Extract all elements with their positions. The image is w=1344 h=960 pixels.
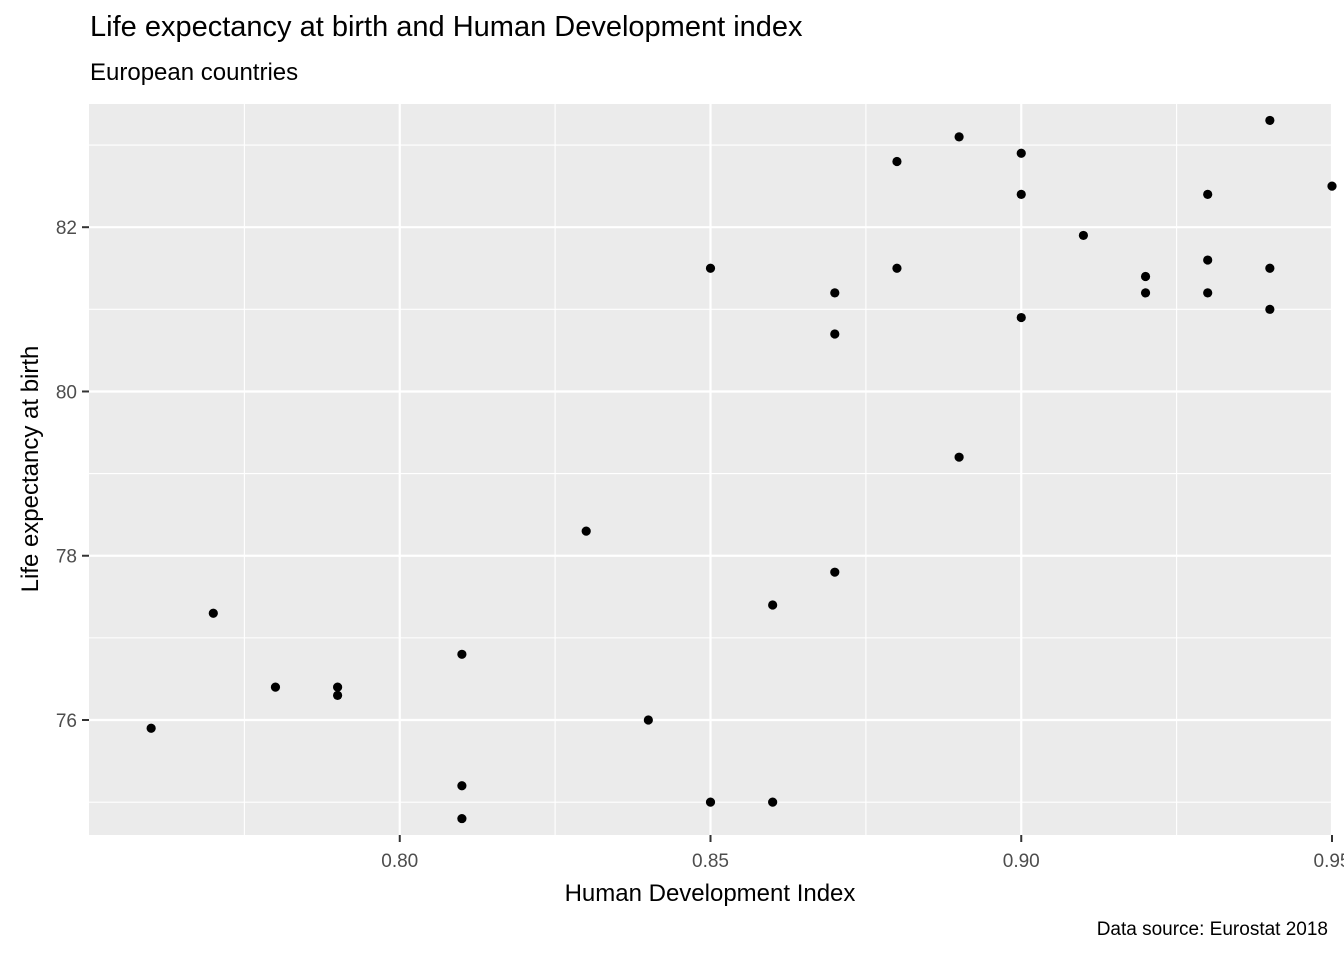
y-tick-label: 76 xyxy=(56,711,77,732)
data-point xyxy=(954,132,964,142)
data-point xyxy=(954,452,964,462)
data-point xyxy=(270,682,281,692)
y-tick-label: 82 xyxy=(56,218,77,239)
data-point xyxy=(1140,271,1151,282)
data-points xyxy=(146,115,1337,824)
data-point xyxy=(457,813,467,824)
y-axis-ticks: 76 78 80 82 xyxy=(56,218,89,732)
data-point xyxy=(705,797,716,807)
data-point xyxy=(1140,288,1151,298)
data-point xyxy=(830,329,840,339)
data-point xyxy=(146,723,156,733)
data-point xyxy=(1016,189,1026,199)
data-point xyxy=(1265,263,1275,273)
data-point xyxy=(1078,230,1088,241)
y-axis-title: Life expectancy at birth xyxy=(17,346,44,593)
x-tick-label: 0.95 xyxy=(1314,851,1344,872)
major-gridlines xyxy=(89,104,1334,835)
chart-title: Life expectancy at birth and Human Devel… xyxy=(90,11,803,43)
data-point xyxy=(643,715,653,725)
chart-subtitle: European countries xyxy=(90,59,299,86)
data-point xyxy=(1327,181,1337,191)
data-point xyxy=(1203,189,1213,199)
data-point xyxy=(581,526,591,536)
x-tick-label: 0.90 xyxy=(1003,851,1040,872)
data-point xyxy=(457,781,467,791)
data-point xyxy=(1016,148,1026,158)
data-point xyxy=(768,797,778,807)
data-point xyxy=(1016,312,1026,323)
y-tick-label: 80 xyxy=(56,382,77,403)
data-point xyxy=(457,649,467,659)
x-tick-label: 0.85 xyxy=(692,851,729,872)
data-point xyxy=(208,608,218,618)
data-point xyxy=(830,567,840,577)
data-point xyxy=(768,600,778,610)
data-point xyxy=(892,263,902,273)
data-point xyxy=(333,682,343,692)
data-point xyxy=(830,288,840,298)
x-axis-ticks: 0.80 0.85 0.90 0.95 xyxy=(381,835,1344,872)
data-point xyxy=(333,690,343,700)
y-tick-label: 78 xyxy=(56,547,77,568)
data-point xyxy=(705,263,716,273)
data-point xyxy=(1203,288,1213,298)
data-point xyxy=(1203,255,1213,265)
data-point xyxy=(1265,115,1275,126)
chart-caption: Data source: Eurostat 2018 xyxy=(1096,919,1328,940)
x-axis-title: Human Development Index xyxy=(565,880,856,907)
x-tick-label: 0.80 xyxy=(381,851,418,872)
data-point xyxy=(1265,304,1275,314)
data-point xyxy=(892,156,902,167)
